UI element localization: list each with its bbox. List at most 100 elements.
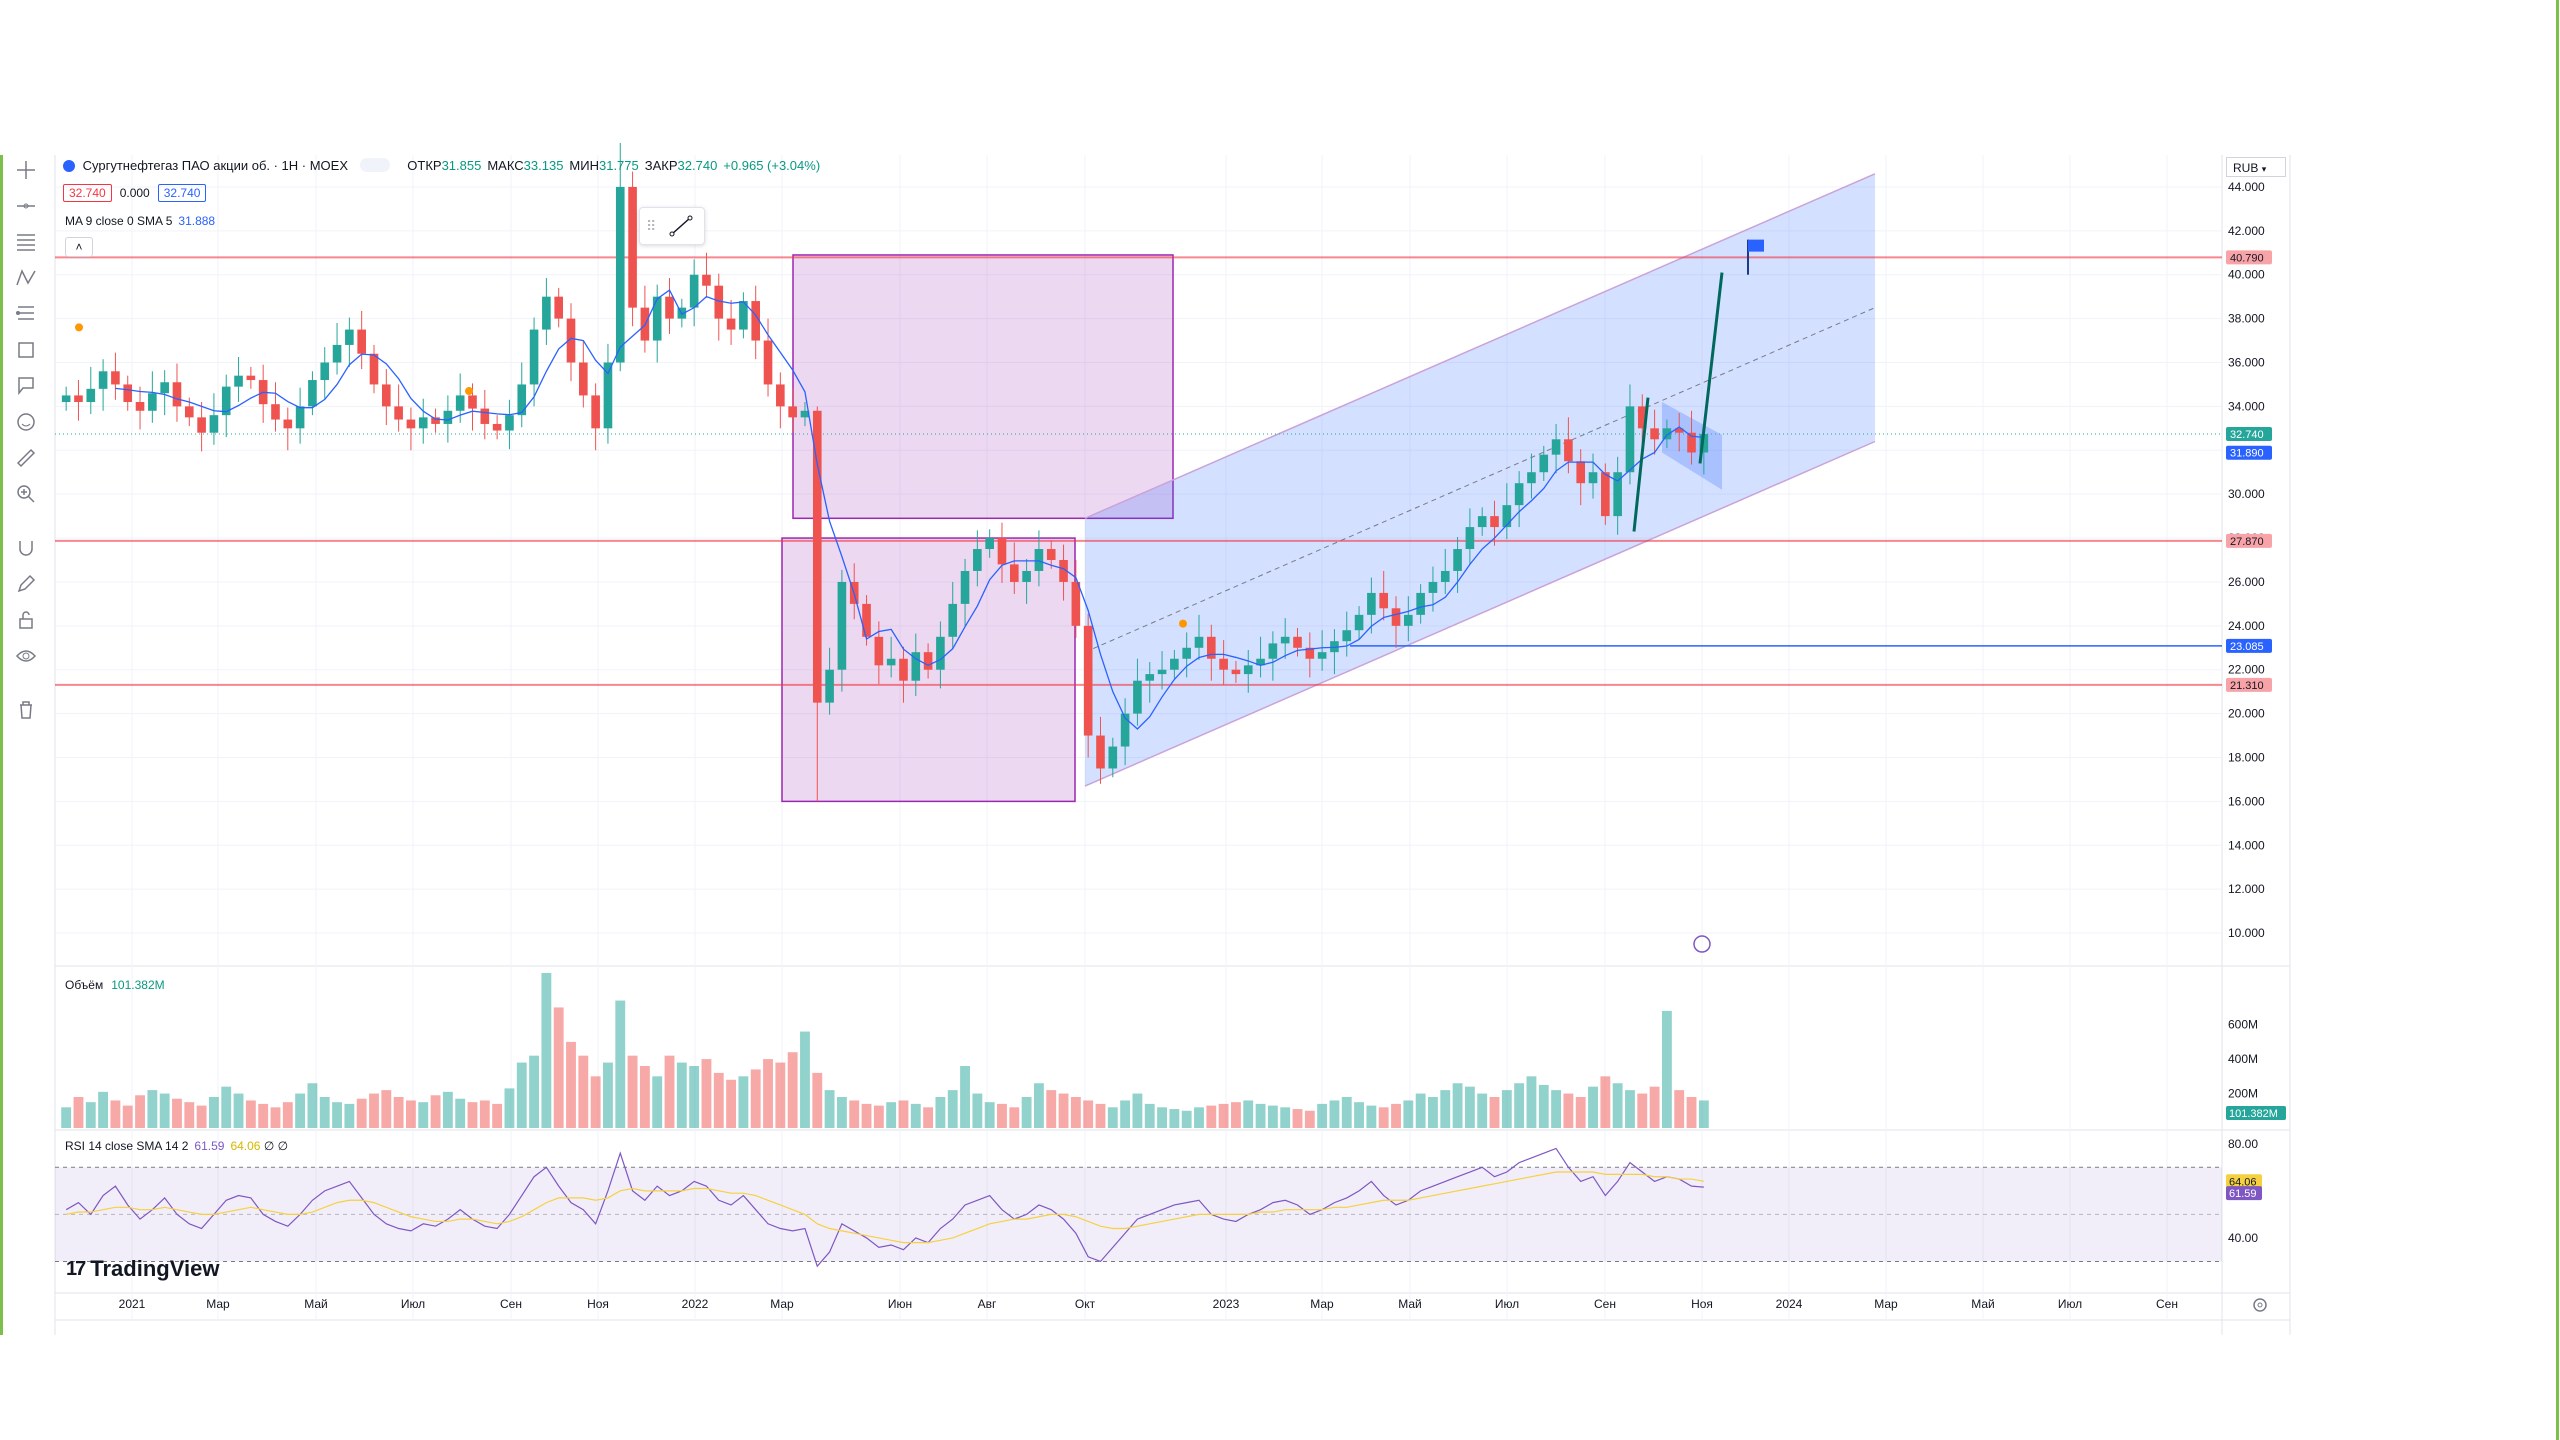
ma-legend-label: MA 9 close 0 SMA 5 [65,214,173,228]
volume-bar [1686,1097,1697,1128]
candle-body [406,419,416,429]
gear-icon[interactable] [2250,1295,2270,1315]
magnet-tool-button[interactable] [8,533,44,563]
rsi-legend[interactable]: RSI 14 close SMA 14 2 61.59 64.06 ∅ ∅ [65,1139,288,1153]
bid-box[interactable]: 32.740 [63,184,112,202]
ma-price-tag-bg [2226,445,2272,460]
trendline-icon[interactable] [668,214,694,238]
candle-body [566,318,576,363]
volume-legend-label: Объём [65,978,104,992]
ohlc-values: ОТКР31.855 МАКС33.135 МИН31.775 ЗАКР32.740 +… [401,158,820,173]
ask-box[interactable]: 32.740 [157,184,207,202]
volume-bar [1514,1083,1525,1128]
candle-body [308,380,317,407]
collapse-legend-button[interactable]: ˄ [65,237,93,257]
drawing-toolbar-popup[interactable]: ⠿ [639,207,705,245]
ruler-tool-button[interactable] [8,443,44,473]
ruler-icon [16,448,36,468]
magnet-icon [19,541,33,556]
symbol-legend[interactable]: Сургутнефтегаз ПАО акции об. · 1Н · MOEX… [63,158,820,173]
candle-body [1145,674,1155,681]
level-price-tag: 27.870 [2230,536,2264,548]
ma-price-tag: 31.890 [2230,448,2264,460]
candle-body [1059,560,1068,582]
fib-tool-button[interactable] [8,227,44,257]
drag-grip-icon[interactable]: ⠿ [646,218,657,234]
eye-icon [15,650,37,662]
candle-body [911,652,921,681]
crosshair-tool-button[interactable] [8,155,44,185]
ohlc-key: ЗАКР [644,158,678,173]
volume-bar [984,1102,995,1128]
shapes-tool-button[interactable] [8,335,44,365]
candle-body [1157,669,1167,675]
candle-body [603,362,613,429]
price-tick-label: 44.000 [2228,180,2265,194]
volume-last-tag-bg [2226,1106,2286,1120]
forecast-icon [16,306,34,320]
trendline-tool-button[interactable] [8,191,44,221]
candle-body [652,296,662,341]
volume-bar [529,1055,539,1128]
candle-body [381,384,391,407]
time-tick-label: Июл [2058,1297,2082,1311]
time-tick-label: 2021 [119,1297,146,1311]
candle-body [1009,564,1019,582]
volume-bar [800,1031,810,1128]
volume-bar [492,1103,503,1128]
lock-drawings-button[interactable] [8,605,44,635]
volume-bar [221,1086,232,1128]
dividend-marker [75,323,83,332]
forecast-tool-button[interactable] [8,299,44,329]
candle-body [554,296,564,319]
time-tick-label: Сен [2156,1297,2178,1311]
moving-average-line [115,289,1704,730]
tradingview-logo[interactable]: 17 TradingView [66,1256,219,1282]
volume-bar [516,1062,527,1128]
axes-layer: 44.00042.00040.00038.00036.00034.00032.0… [119,180,2286,1311]
remove-drawings-button[interactable] [8,695,44,725]
price-tick-label: 40.000 [2228,268,2265,282]
icons-tool-button[interactable] [8,407,44,437]
volume-bar [369,1093,379,1128]
candle-body [1120,713,1130,747]
candle-body [739,301,748,330]
candle-body [788,406,797,418]
level-price-tag-bg [2226,638,2272,653]
currency-selector[interactable]: RUB ▾ [2226,157,2286,177]
ma-legend[interactable]: MA 9 close 0 SMA 5 31.888 [65,214,215,228]
candle-body [985,538,994,550]
pencil-lock-icon [17,574,36,593]
volume-bar [1612,1083,1623,1128]
volume-bar [1046,1090,1057,1128]
candle-body [702,274,711,286]
pattern-tool-button[interactable] [8,263,44,293]
ma-legend-value: 31.888 [178,214,216,228]
candle-body [1133,680,1142,714]
candle-body [61,395,71,402]
candle-body [86,388,96,402]
time-tick-label: Окт [1075,1297,1096,1311]
volume-layer [61,973,1709,1128]
candle-body [246,375,256,381]
candle-body [1404,614,1413,626]
volume-bar [430,1095,441,1128]
hide-drawings-button[interactable] [8,641,44,671]
annotation-tool-button[interactable] [8,371,44,401]
volume-legend[interactable]: Объём 101.382M [65,978,165,992]
volume-bar [701,1059,712,1128]
volume-bar [1637,1093,1648,1128]
volume-bar [639,1066,650,1128]
stay-drawing-button[interactable] [8,569,44,599]
candle-body [283,419,293,429]
flag-marker [1748,239,1764,252]
candle-body [825,669,834,703]
zoom-tool-button[interactable] [8,479,44,509]
time-tick-label: Мар [206,1297,230,1311]
candle-body [1243,665,1253,675]
candle-body [209,415,219,433]
candle-body [1699,434,1709,453]
time-tick-label: 2024 [1776,1297,1803,1311]
candle-body [862,603,871,637]
